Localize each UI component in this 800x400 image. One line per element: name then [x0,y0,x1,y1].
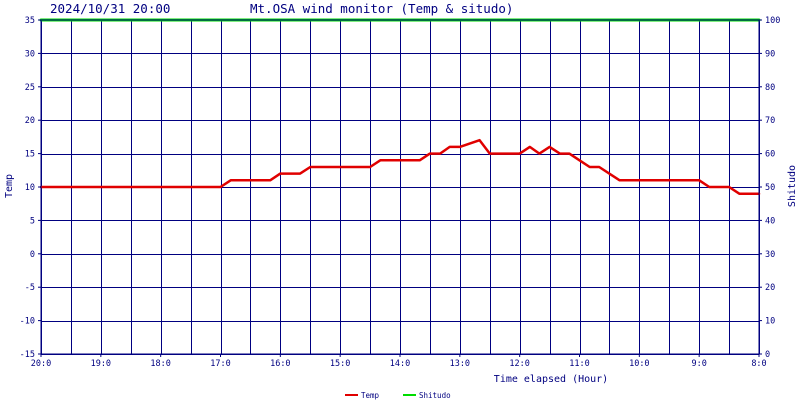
y-axis-ticks: 35 30 25 20 15 10 5 0 -5 -10 -15 [20,16,41,360]
y2-tick-label: 90 [765,49,775,59]
x-tick-label: 19:0 [91,359,111,369]
legend-label-temp: Temp [361,391,380,400]
x-tick-label: 13:0 [450,359,470,369]
y-tick-label: 35 [25,16,35,26]
y2-tick-label: 70 [765,116,775,126]
x-tick-label: 17:0 [210,359,230,369]
legend: Temp Shitudo [345,391,451,400]
y2-axis-label: Shitudo [787,165,798,207]
x-tick-label: 20:0 [31,359,51,369]
x-tick-label: 18:0 [150,359,170,369]
y-tick-label: 10 [25,183,35,193]
chart-timestamp: 2024/10/31 20:00 [50,1,170,16]
y-tick-label: 30 [25,49,35,59]
y-axis-label: Temp [4,174,15,198]
series-line-temp [39,138,761,195]
x-tick-label: 11:0 [569,359,589,369]
y-tick-label: -10 [20,317,35,327]
chart-title: Mt.OSA wind monitor (Temp & situdo) [250,1,513,16]
y2-tick-label: 10 [765,317,775,327]
x-tick-label: 15:0 [330,359,350,369]
x-tick-label: 16:0 [270,359,290,369]
x-tick-label: 12:0 [509,359,529,369]
x-tick-label: 10:0 [629,359,649,369]
y-tick-label: 0 [30,250,35,260]
y2-tick-label: 20 [765,283,775,293]
x-tick-label: 9:0 [691,359,706,369]
y-tick-label: 5 [30,216,35,226]
y2-tick-label: 40 [765,216,775,226]
y2-tick-label: 50 [765,183,775,193]
y2-tick-label: 100 [765,16,780,26]
legend-label-shitudo: Shitudo [419,391,451,400]
y-tick-label: -15 [20,350,35,360]
x-axis-ticks: 20:0 19:0 18:0 17:0 16:0 15:0 14:0 13:0 12:0 11:0… [31,354,767,369]
y2-tick-label: 60 [765,150,775,160]
y-tick-label: 15 [25,150,35,160]
y2-tick-label: 30 [765,250,775,260]
y2-tick-label: 80 [765,83,775,93]
x-tick-label: 8:0 [751,359,766,369]
x-tick-label: 14:0 [390,359,410,369]
y-tick-label: 25 [25,83,35,93]
y-tick-label: 20 [25,116,35,126]
y2-tick-label: 0 [765,350,770,360]
y-tick-label: -5 [25,283,35,293]
x-axis-label: Time elapsed (Hour) [494,374,608,385]
